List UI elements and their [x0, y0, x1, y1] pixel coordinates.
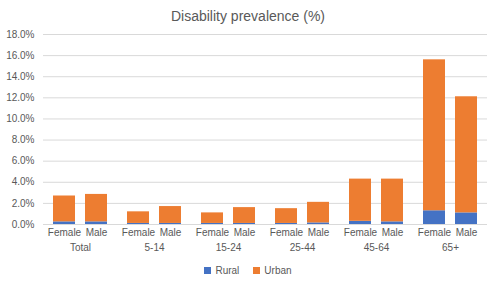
svg-text:12.0%: 12.0% [6, 92, 34, 103]
svg-text:Female: Female [344, 227, 378, 238]
svg-text:2.0%: 2.0% [12, 198, 35, 209]
svg-text:Male: Male [456, 227, 478, 238]
svg-text:Total: Total [70, 242, 91, 253]
svg-text:Male: Male [234, 227, 256, 238]
svg-text:6.0%: 6.0% [12, 155, 35, 166]
svg-text:65+: 65+ [442, 242, 459, 253]
svg-text:14.0%: 14.0% [6, 71, 34, 82]
svg-text:Female: Female [48, 227, 82, 238]
svg-text:18.0%: 18.0% [6, 29, 34, 40]
svg-text:4.0%: 4.0% [12, 176, 35, 187]
svg-text:Male: Male [308, 227, 330, 238]
svg-text:Male: Male [160, 227, 182, 238]
html-text:Urban: Urban [264, 264, 292, 276]
svg-text:16.0%: 16.0% [6, 50, 34, 61]
svg-text:Female: Female [122, 227, 156, 238]
svg-text:10.0%: 10.0% [6, 113, 34, 124]
svg-text:Male: Male [382, 227, 404, 238]
svg-text:0.0%: 0.0% [12, 219, 35, 230]
svg-text:5-14: 5-14 [144, 242, 164, 253]
html-text:Disability prevalence (%): Disability prevalence (%) [171, 8, 325, 24]
svg-text:45-64: 45-64 [364, 242, 390, 253]
svg-text:Female: Female [270, 227, 304, 238]
html-text:Rural: Rural [215, 264, 240, 276]
svg-text:Female: Female [418, 227, 452, 238]
svg-text:Male: Male [86, 227, 108, 238]
svg-text:15-24: 15-24 [216, 242, 242, 253]
svg-text:Female: Female [196, 227, 230, 238]
svg-text:8.0%: 8.0% [12, 134, 35, 145]
svg-text:25-44: 25-44 [290, 242, 316, 253]
